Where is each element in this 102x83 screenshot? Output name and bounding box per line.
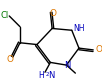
Text: O: O [50,9,57,18]
Text: H: H [38,71,44,80]
Text: 2: 2 [46,72,49,77]
Text: N: N [49,71,55,80]
Text: O: O [95,45,102,54]
Text: NH: NH [73,24,85,33]
Text: N: N [64,62,70,70]
Text: O: O [7,55,14,64]
Text: Cl: Cl [0,12,8,21]
